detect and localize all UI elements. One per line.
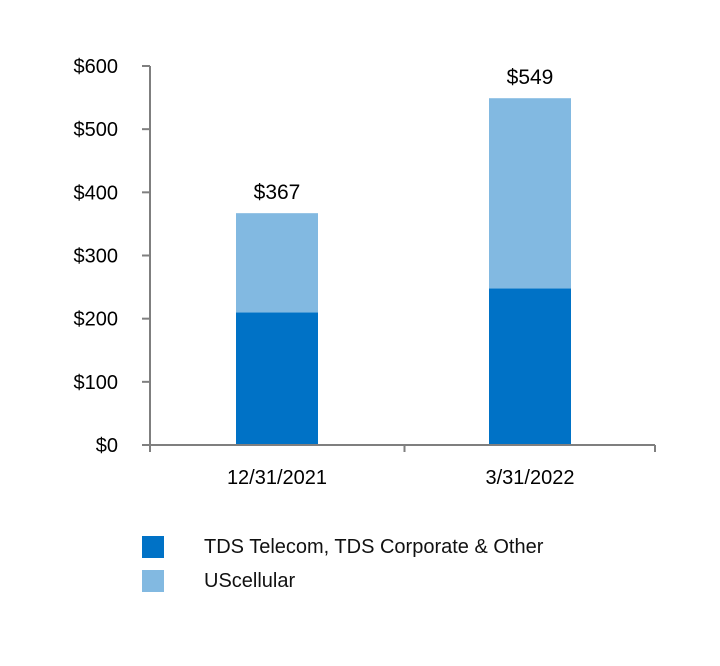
labels-group: $367 12/31/2021 $549 3/31/2022 $0 $100 $200 $30… — [74, 56, 575, 489]
legend-item-tds: TDS Telecom, TDS Corporate & Other — [142, 530, 543, 564]
legend-item-uscellular: UScellular — [142, 564, 543, 598]
legend: TDS Telecom, TDS Corporate & Other UScel… — [142, 530, 543, 598]
y-tick-label-200: $200 — [74, 309, 119, 331]
y-tick-label-500: $500 — [74, 119, 119, 141]
x-tick-label-1: 12/31/2021 — [227, 467, 327, 489]
total-label-2: $549 — [507, 66, 554, 89]
bar-uscellular-1 — [236, 213, 318, 313]
bar-tds-2 — [489, 288, 571, 445]
x-tick-label-2: 3/31/2022 — [486, 467, 575, 489]
legend-label-uscellular: UScellular — [204, 569, 296, 592]
bar-tds-1 — [236, 312, 318, 445]
stacked-bar-chart: $367 12/31/2021 $549 3/31/2022 $0 $100 $200 $30… — [74, 56, 656, 489]
axes-group — [142, 65, 656, 452]
total-label-1: $367 — [254, 181, 301, 204]
legend-swatch-uscellular — [142, 570, 164, 592]
legend-swatch-tds — [142, 536, 164, 558]
y-tick-label-400: $400 — [74, 182, 119, 204]
y-tick-label-0: $0 — [96, 435, 118, 457]
y-tick-label-100: $100 — [74, 372, 119, 394]
bar-uscellular-2 — [489, 98, 571, 289]
y-tick-label-300: $300 — [74, 246, 119, 268]
legend-label-tds: TDS Telecom, TDS Corporate & Other — [204, 535, 544, 558]
y-tick-label-600: $600 — [74, 56, 119, 78]
bars-group — [236, 98, 571, 445]
